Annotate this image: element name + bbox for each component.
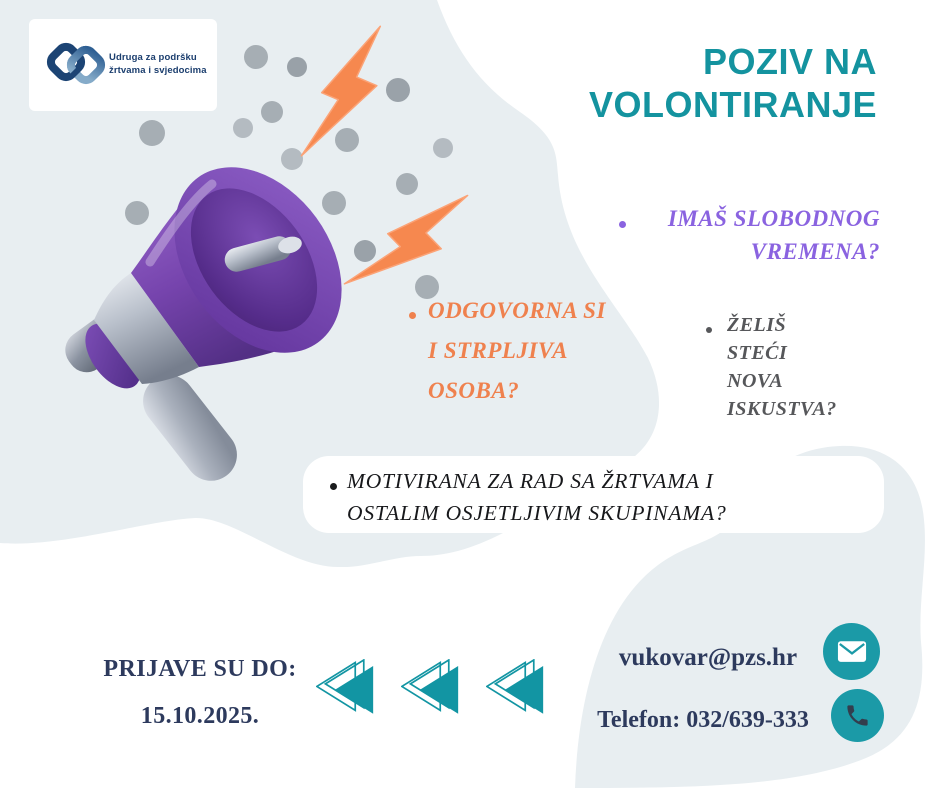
fast-rewind-chevrons-icon (316, 659, 374, 714)
logo-org-line2: žrtvama i svjedocima (109, 65, 207, 76)
megaphone-3d-illustration (65, 167, 342, 481)
logo-org-name: Udruga za podršku žrtvama i svjedocima (109, 51, 207, 77)
question-motivated-box: MOTIVIRANA ZA RAD SA ŽRTVAMA I OSTALIM O… (303, 456, 884, 533)
bullet-dot (619, 221, 626, 228)
lightning-bolt-icon (300, 25, 469, 285)
title-line2: VOLONTIRANJE (588, 84, 877, 125)
logo-org-line1: Udruga za podršku (109, 52, 197, 63)
interlocked-diamond-rings-icon (46, 42, 106, 85)
page-title: POZIV NA VOLONTIRANJE (589, 40, 877, 126)
question-line: OSOBA? (428, 378, 520, 403)
contact-email: vukovar@pzs.hr (618, 644, 798, 671)
fast-rewind-chevrons-icon (486, 659, 544, 714)
question-line: MOTIVIRANA ZA RAD SA ŽRTVAMA I (347, 469, 714, 493)
bullet-dot (330, 483, 337, 490)
question-line: OSTALIM OSJETLJIVIM SKUPINAMA? (347, 501, 727, 525)
bullet-dot (409, 312, 416, 319)
question-line: NOVA (727, 370, 784, 392)
deadline-block: PRIJAVE SU DO: 15.10.2025. (84, 656, 316, 730)
deadline-date: 15.10.2025. (140, 703, 260, 729)
scatter-dots (125, 45, 453, 299)
phone-icon-circle (831, 689, 884, 742)
question-free-time: IMAŠ SLOBODNOG VREMENA? (668, 202, 880, 268)
title-line1: POZIV NA (702, 41, 877, 82)
question-line: I STRPLJIVA (428, 338, 568, 363)
question-experience: ŽELIŠ STEĆI NOVA ISKUSTVA? (727, 311, 837, 423)
question-responsible: ODGOVORNA SI I STRPLJIVA OSOBA? (428, 291, 606, 411)
fast-rewind-chevrons-icon (401, 659, 459, 714)
email-icon-circle (823, 623, 880, 680)
deadline-label: PRIJAVE SU DO: (103, 656, 297, 682)
question-line: ISKUSTVA? (727, 398, 837, 420)
logo-card: Udruga za podršku žrtvama i svjedocima (29, 19, 217, 111)
bullet-dot (706, 327, 712, 333)
question-line: ŽELIŠ (727, 314, 787, 336)
question-line: IMAŠ SLOBODNOG (667, 206, 880, 231)
contact-phone: Telefon: 032/639-333 (597, 707, 809, 733)
question-line: ODGOVORNA SI (428, 298, 606, 323)
question-motivated: MOTIVIRANA ZA RAD SA ŽRTVAMA I OSTALIM O… (347, 465, 727, 529)
question-line: VREMENA? (750, 239, 880, 264)
envelope-icon (837, 641, 866, 662)
phone-icon (847, 705, 868, 726)
question-line: STEĆI (727, 342, 788, 364)
rewind-chevrons (316, 659, 544, 719)
